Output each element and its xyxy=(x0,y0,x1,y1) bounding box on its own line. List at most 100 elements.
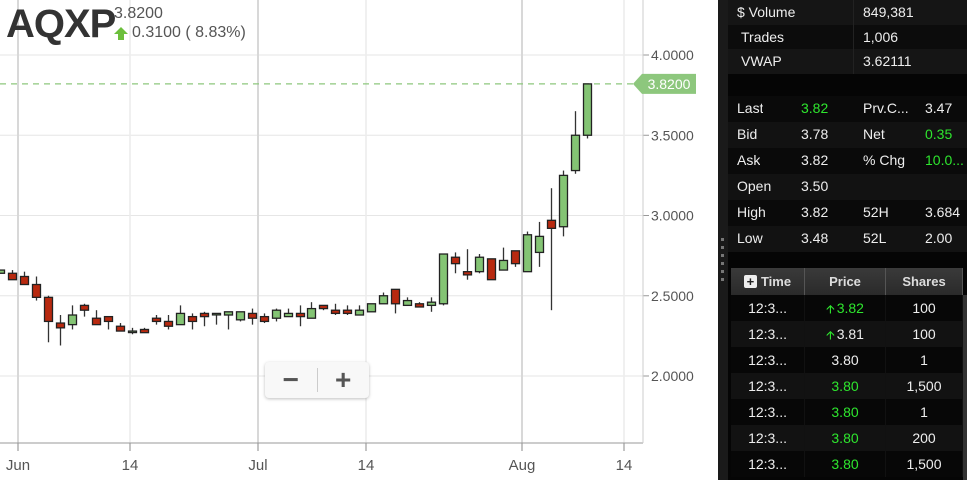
candle-up xyxy=(438,253,449,305)
time-and-sales-table: + Time Price Shares 12:3... 🡩 3.82 100 12:3..… xyxy=(731,268,963,477)
candle-down xyxy=(7,272,18,281)
trade-row[interactable]: 12:3... 3.80 1 xyxy=(731,399,963,425)
trade-row[interactable]: 12:3... 🡩 3.82 100 xyxy=(731,295,963,321)
trade-row[interactable]: 12:3... 🡩 3.81 100 xyxy=(731,321,963,347)
candle-down xyxy=(151,317,162,323)
trade-price: 3.80 xyxy=(805,451,886,477)
trade-price: 🡩 3.82 xyxy=(805,295,886,321)
trade-price: 3.80 xyxy=(805,399,886,425)
candle-up xyxy=(235,311,246,321)
candle-up xyxy=(498,259,509,271)
summary-row: VWAP 3.62111 xyxy=(728,49,967,74)
summary-value: 3.62111 xyxy=(863,53,912,69)
candle-down xyxy=(139,328,150,334)
header-price: 3.8200 xyxy=(114,5,163,22)
candle-up xyxy=(175,312,186,326)
zoom-control: − + xyxy=(265,362,369,398)
y-tick-label: 2.5000 xyxy=(651,288,694,304)
quote-row: Bid 3.78 Net 0.35 xyxy=(728,122,967,148)
quote-value: 3.47 xyxy=(925,100,953,116)
trade-shares: 200 xyxy=(886,425,963,451)
trade-time: 12:3... xyxy=(731,373,806,399)
quote-label xyxy=(863,174,919,199)
summary-label: $ Volume xyxy=(737,4,796,20)
column-header-price[interactable]: Price xyxy=(805,268,886,295)
column-header-shares[interactable]: Shares xyxy=(886,268,963,295)
trade-row[interactable]: 12:3... 3.80 1,500 xyxy=(731,373,963,399)
candle-down xyxy=(103,315,114,323)
x-tick-label: 14 xyxy=(616,457,633,474)
quote-label: % Chg xyxy=(863,152,906,168)
quote-label: High xyxy=(737,204,766,220)
last-price-label: 3.8200 xyxy=(648,76,691,92)
quote-row: Open 3.50 xyxy=(728,174,967,200)
candle-down xyxy=(450,256,461,265)
zoom-in-button[interactable]: + xyxy=(335,364,352,395)
plus-icon[interactable]: + xyxy=(743,275,757,288)
trade-row[interactable]: 12:3... 3.80 1 xyxy=(731,347,963,373)
quote-label: Last xyxy=(737,100,764,116)
x-tick-label: Aug xyxy=(509,457,536,474)
candle-up xyxy=(570,134,581,172)
column-header-time[interactable]: + Time xyxy=(731,268,806,295)
candle-down xyxy=(19,275,30,286)
candle-up xyxy=(67,314,78,326)
candle-up xyxy=(558,174,569,228)
trade-time: 12:3... xyxy=(731,347,806,373)
trade-row[interactable]: 12:3... 3.80 1,500 xyxy=(731,451,963,477)
candle-down xyxy=(187,315,198,323)
trade-shares: 1,500 xyxy=(886,451,963,477)
change-value: 0.3100 ( 8.83%) xyxy=(132,24,246,41)
summary-value: 849,381 xyxy=(863,4,914,20)
candle-up xyxy=(211,312,222,316)
candle-down xyxy=(414,303,425,308)
header-change: 0.3100 ( 8.83%) xyxy=(114,24,246,42)
quote-label: Open xyxy=(737,178,772,194)
x-tick-label: 14 xyxy=(358,457,375,474)
quote-value: 3.78 xyxy=(801,126,829,142)
panel-resize-handle[interactable] xyxy=(718,0,728,480)
candle-down xyxy=(247,312,258,319)
candle-up xyxy=(283,312,294,318)
candle-down xyxy=(115,325,126,332)
trade-shares: 100 xyxy=(886,321,963,347)
trade-shares: 1 xyxy=(886,399,963,425)
candlestick-chart[interactable]: 4.0000 3.5000 3.0000 2.5000 2.0000 Jun 14 Jul 14… xyxy=(0,0,718,480)
quote-panel: $ Volume 849,381 Trades 1,006 VWAP 3.62111 La… xyxy=(718,0,967,480)
ticker-symbol: AQXP xyxy=(6,2,116,46)
quote-label: Low xyxy=(737,230,763,246)
quote-label: Prv.C... xyxy=(863,100,909,116)
last-price-tag xyxy=(633,73,696,94)
arrow-up-icon: 🡩 xyxy=(826,328,835,342)
candle-up xyxy=(271,309,282,319)
price-chart[interactable]: 4.0000 3.5000 3.0000 2.5000 2.0000 Jun 14 Jul 14… xyxy=(0,0,718,480)
scrollbar[interactable] xyxy=(963,295,967,480)
trade-time: 12:3... xyxy=(731,451,806,477)
candle-up xyxy=(0,269,6,274)
candle-down xyxy=(330,309,341,315)
quote-value: 3.82 xyxy=(801,100,829,116)
trade-shares: 1 xyxy=(886,347,963,373)
candle-down xyxy=(546,219,557,229)
quote-label: Bid xyxy=(737,126,758,142)
quote-label: Ask xyxy=(737,152,761,168)
x-tick-label: 14 xyxy=(122,457,139,474)
candle-up xyxy=(366,303,377,313)
zoom-out-button[interactable]: − xyxy=(282,364,299,395)
x-tick-label: Jun xyxy=(6,457,30,474)
quote-value: 3.48 xyxy=(801,230,829,246)
candle-up xyxy=(426,301,437,307)
trade-shares: 100 xyxy=(886,295,963,321)
quote-row: Last 3.82 Prv.C... 3.47 xyxy=(728,96,967,122)
trade-row[interactable]: 12:3... 3.80 200 xyxy=(731,425,963,451)
y-tick-label: 3.0000 xyxy=(651,208,694,224)
candle-down xyxy=(390,288,401,305)
quote-row: Low 3.48 52L 2.00 xyxy=(728,226,967,252)
candle-up xyxy=(582,83,593,136)
quote-row: Ask 3.82 % Chg 10.0... xyxy=(728,148,967,174)
trade-time: 12:3... xyxy=(731,399,806,425)
candle-up xyxy=(354,309,365,316)
quote-value xyxy=(925,174,967,199)
trade-time: 12:3... xyxy=(731,295,806,321)
arrow-up-icon: 🡩 xyxy=(826,302,835,316)
